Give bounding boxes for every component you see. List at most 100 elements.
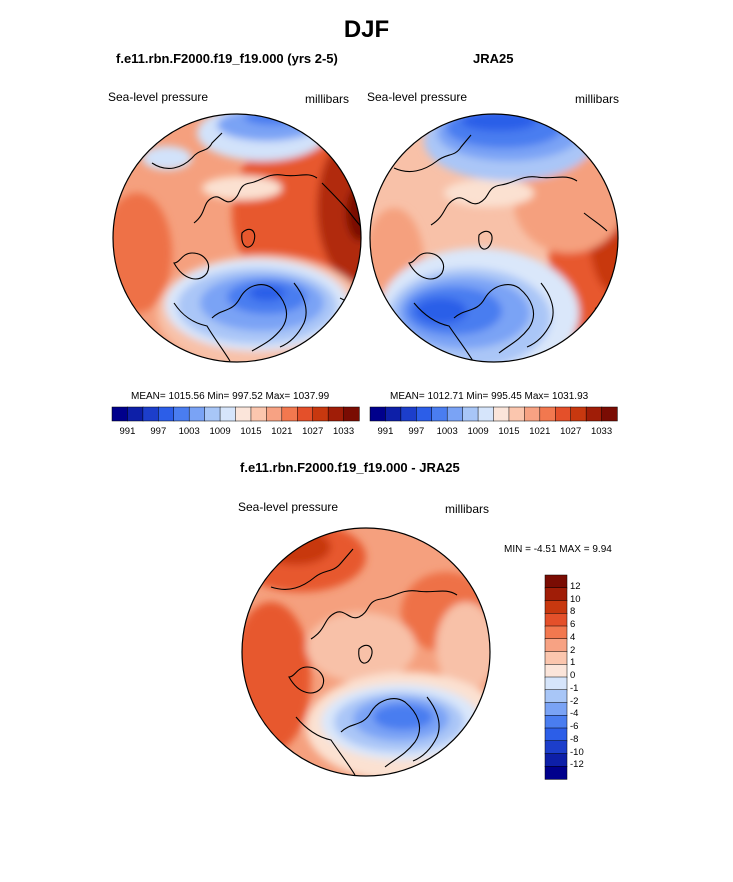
colorbar-2-tick-label: 1033 [590,426,613,437]
panel-2-polar-map [369,113,619,363]
colorbar-2-swatch [477,406,495,422]
colorbar-2-tick-label: 1009 [467,426,489,437]
colorbar-2-swatch [524,406,541,422]
colorbar-2-swatch [400,406,417,422]
colorbar-3-swatch [544,727,568,742]
colorbar-3-tick-label: -10 [570,746,584,758]
colorbar-3-swatch [544,651,568,665]
panel-2-colorbar-ticks: 991 997 1003 1009 1015 1021 1027 1033 [370,426,617,440]
colorbar-2-tick-label: 1021 [529,426,551,437]
colorbar-1-swatch [343,406,360,422]
colorbar-3-tick-label: 4 [570,631,576,643]
colorbar-3-swatch [544,600,568,614]
colorbar-1-tick-label: 1003 [178,426,200,437]
colorbar-1-swatch [188,406,206,422]
colorbar-1-swatch [235,406,252,422]
panel-1-variable-label: Sea-level pressure [108,90,209,104]
colorbar-3-tick-label: -6 [570,721,579,732]
panel-1-polar-map [112,113,362,363]
colorbar-3-tick-label: 10 [570,593,581,605]
colorbar-1-swatch [327,406,345,422]
colorbar-1-swatch [281,406,298,422]
panel-3-stats: MIN = -4.51 MAX = 9.94 [504,544,612,555]
colorbar-3-swatch [544,766,568,780]
colorbar-2-tick-label: 1015 [498,426,520,437]
colorbar-3-swatch [544,702,568,716]
colorbar-1-swatch [158,406,175,422]
colorbar-3-swatch [544,638,568,653]
panel-3-colorbar-ticks: 12 10 8 6 4 2 1 0 -1 -2 -4 -6 -8 -10 -12 [570,575,610,779]
colorbar-3-swatch [544,676,568,691]
panel-1-colorbar-ticks: 991 997 1003 1009 1015 1021 1027 1033 [112,426,359,440]
colorbar-3-swatch [544,715,568,729]
colorbar-2-swatch [431,406,448,422]
colorbar-1-swatch [250,406,268,422]
colorbar-1-tick-label: 1021 [271,426,293,437]
colorbar-3-tick-label: 8 [570,606,576,618]
colorbar-1-tick-label: 1009 [209,426,231,437]
panel-2-units-label: millibars [575,92,620,106]
colorbar-1-swatch [127,406,144,422]
colorbar-2-swatch [570,406,587,422]
colorbar-2-swatch [601,406,618,422]
colorbar-1-swatch [173,406,190,422]
colorbar-3-tick-label: 0 [570,670,576,681]
colorbar-1-swatch [312,406,329,422]
colorbar-1-swatch [297,406,314,422]
colorbar-3-swatch [544,740,568,755]
colorbar-2-swatch [369,406,387,422]
colorbar-3-swatch [544,587,568,602]
panel-2-colorbar [369,406,618,422]
colorbar-3-swatch [544,613,568,627]
colorbar-1-tick-label: 1033 [332,426,355,437]
colorbar-3-tick-label: -2 [570,695,579,707]
colorbar-2-tick-label: 991 [377,426,394,437]
panel-1-title: f.e11.rbn.F2000.f19_f19.000 (yrs 2-5) [116,51,338,66]
colorbar-3-tick-label: 2 [570,644,576,656]
colorbar-2-swatch [493,406,510,422]
panel-3-colorbar [544,574,568,780]
panel-2-variable-label: Sea-level pressure [367,90,468,104]
panel-2-stats: MEAN= 1012.71 Min= 995.45 Max= 1031.93 [390,391,589,402]
colorbar-3-tick-label: -12 [570,759,584,771]
colorbar-3-tick-label: 6 [570,619,576,630]
panel-1-colorbar [111,406,360,422]
colorbar-1-swatch [219,406,237,422]
colorbar-1-tick-label: 997 [150,426,167,437]
colorbar-3-tick-label: -1 [570,682,579,694]
colorbar-2-swatch [446,406,464,422]
panel-1-stats: MEAN= 1015.56 Min= 997.52 Max= 1037.99 [131,391,330,402]
colorbar-1-swatch [266,406,283,422]
panel-1-units-label: millibars [305,92,350,106]
colorbar-1-swatch [204,406,221,422]
colorbar-2-swatch [585,406,603,422]
colorbar-2-swatch [416,406,433,422]
colorbar-3-swatch [544,574,568,589]
colorbar-2-swatch [508,406,526,422]
colorbar-1-swatch [111,406,129,422]
colorbar-1-tick-label: 991 [119,426,136,437]
colorbar-3-tick-label: -4 [570,708,579,720]
colorbar-3-swatch [544,664,568,678]
colorbar-1-tick-label: 1027 [302,426,324,437]
colorbar-2-swatch [555,406,572,422]
colorbar-2-swatch [385,406,402,422]
colorbar-3-swatch [544,753,568,767]
colorbar-2-tick-label: 1027 [560,426,582,437]
colorbar-2-swatch [462,406,479,422]
colorbar-3-swatch [544,689,568,704]
page-title: DJF [343,16,390,43]
colorbar-2-tick-label: 997 [408,426,425,437]
colorbar-2-swatch [539,406,556,422]
panel-2-title: JRA25 [473,51,514,66]
panel-3-units-label: millibars [445,502,490,516]
panel-3-polar-map [241,527,491,777]
colorbar-1-swatch [142,406,159,422]
colorbar-2-tick-label: 1003 [436,426,458,437]
colorbar-1-tick-label: 1015 [240,426,262,437]
panel-3-title: f.e11.rbn.F2000.f19_f19.000 - JRA25 [240,460,460,475]
colorbar-3-tick-label: 1 [570,657,576,669]
colorbar-3-tick-label: 12 [570,580,581,592]
colorbar-3-tick-label: -8 [570,733,579,745]
colorbar-3-swatch [544,625,568,640]
